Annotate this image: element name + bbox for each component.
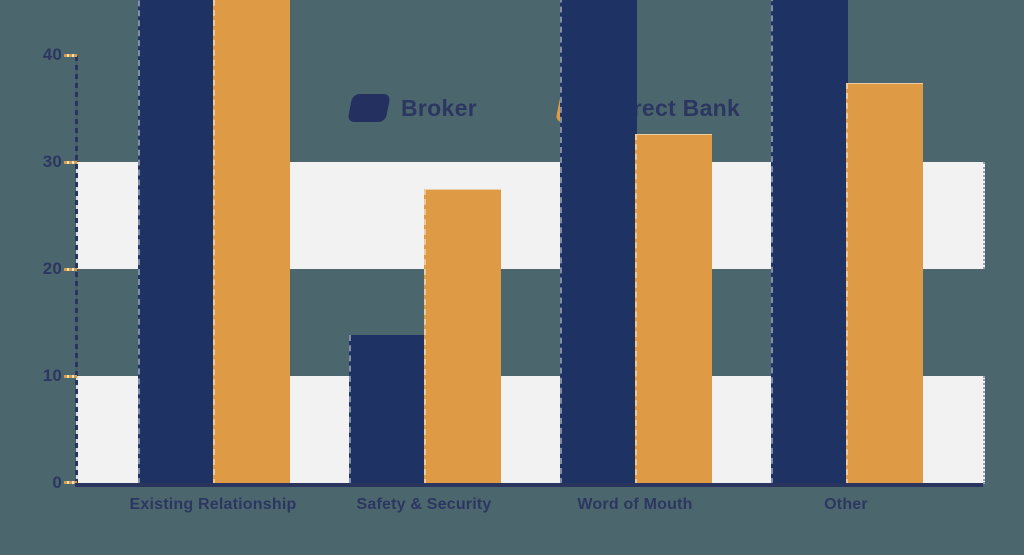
bar-broker-safety-security [349,335,426,484]
y-tick-label-0: 0 [52,473,62,492]
legend-label-broker: Broker [401,94,477,121]
x-label-other: Other [824,496,868,513]
legend-swatch-broker-icon [347,94,391,122]
x-label-word-of-mouth: Word of Mouth [577,496,693,513]
y-tick-label-30: 30 [42,152,62,171]
y-tick-mark-30 [64,161,77,164]
bar-direct-bank-safety-security [424,189,501,485]
bar-broker-word-of-mouth [560,0,637,484]
y-tick-mark-20 [64,268,77,271]
y-tick-label-20: 20 [42,259,62,278]
x-label-safety-security: Safety & Security [356,496,492,513]
bar-direct-bank-other [846,83,923,485]
legend-item-broker: Broker [347,90,477,126]
bar-direct-bank-existing-relationship [213,0,290,485]
bar-direct-bank-word-of-mouth [635,134,712,485]
x-label-existing-relationship: Existing Relationship [129,496,297,513]
y-tick-mark-0 [64,481,77,484]
y-tick-label-40: 40 [42,45,62,64]
bar-broker-other [771,0,848,484]
y-tick-label-10: 10 [42,366,62,385]
y-tick-mark-10 [64,375,77,378]
x-axis-line [75,483,983,487]
y-tick-mark-40 [64,54,77,57]
bar-broker-existing-relationship [138,0,215,484]
